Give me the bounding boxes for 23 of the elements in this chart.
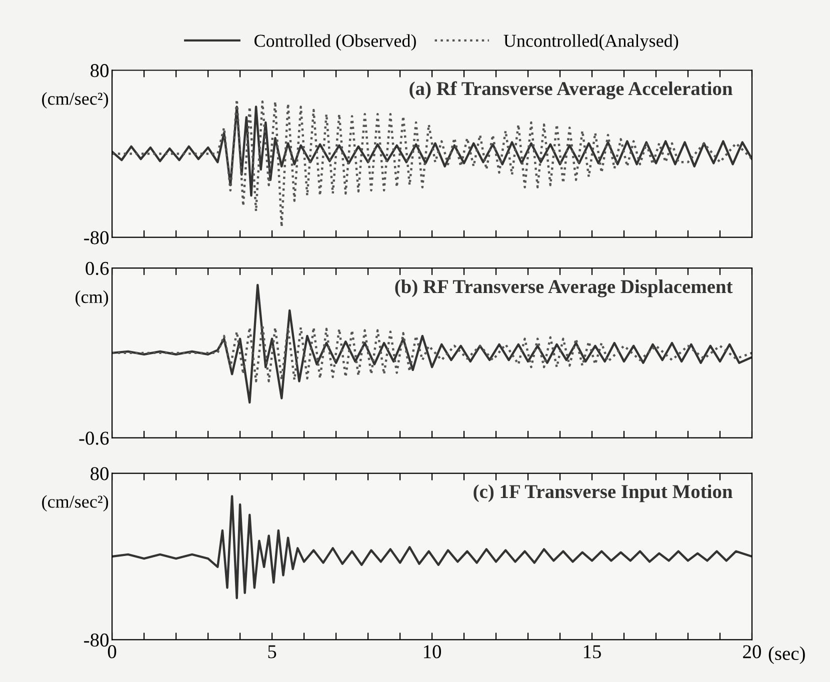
line-series (112, 324, 752, 382)
y-tick-label: -0.6 (79, 432, 109, 445)
x-axis-title: (sec) (768, 646, 805, 664)
text: (c) 1F Transverse Input Motion (474, 484, 732, 502)
y-axis-title: (cm) (76, 290, 108, 307)
x-tick-label: 15 (584, 645, 601, 658)
text: (b) RF Transverse Average Displacement (395, 280, 733, 298)
y-tick-label: 0.6 (86, 262, 109, 276)
x-tick-label: 10 (424, 645, 441, 658)
legend-label: Uncontrolled(Analysed) (504, 34, 678, 51)
y-tick-label: 80 (90, 467, 109, 480)
line-series (112, 106, 752, 197)
y-tick-label: -80 (84, 231, 109, 244)
y-axis-title: (cm/sec²) (42, 92, 108, 109)
text: (a) Rf Transverse Average Acceleration (410, 81, 732, 100)
legend-label: Controlled (Observed) (254, 34, 416, 51)
line-series (112, 98, 752, 228)
y-axis-title: (cm/sec²) (42, 495, 108, 512)
x-tick-label: 20 (743, 645, 761, 658)
x-tick-label: 0 (108, 645, 116, 658)
y-tick-label: -80 (84, 634, 109, 647)
x-tick-label: 5 (268, 645, 276, 658)
y-tick-label: 80 (90, 64, 109, 78)
